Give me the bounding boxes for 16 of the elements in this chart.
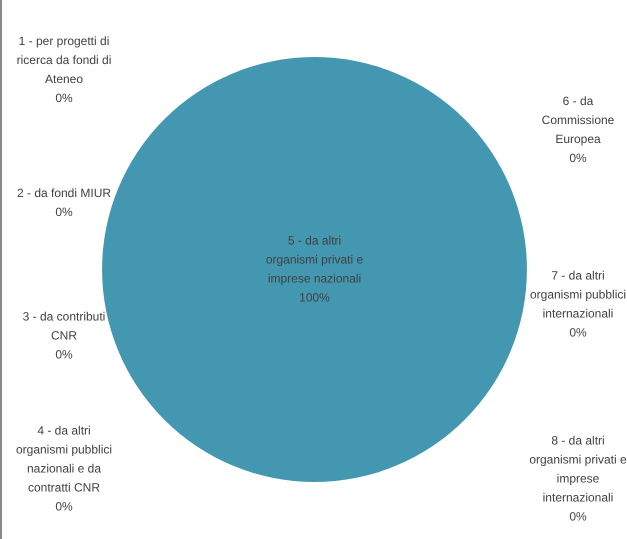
category-label: 6 - da Commissione Europea <box>542 94 614 146</box>
category-label: 7 - da altri organismi pubblici internazionali <box>530 268 626 320</box>
text: 0% <box>55 90 73 105</box>
category-label: 4 - da altri organismi pubblici nazionali e da contratti CNR <box>16 423 112 494</box>
text: 0% <box>55 347 73 362</box>
slice-label: 5 - da altri organismi privati e imprese nazionali <box>266 233 364 286</box>
text: 0% <box>55 499 73 514</box>
text: 0% <box>569 509 587 524</box>
category-label: 2 - da fondi MIUR <box>16 186 112 200</box>
text: 0% <box>569 150 587 165</box>
category-label: 1 - per progetti di ricerca da fondi di Ateneo <box>16 34 112 86</box>
data-label: 100% <box>299 290 330 304</box>
text: 0% <box>569 325 587 340</box>
text: 0% <box>55 204 73 219</box>
category-label: 8 - da altri organismi privati e imprese internazionali <box>529 433 627 504</box>
category-label: 3 - da contributi CNR <box>22 309 106 342</box>
